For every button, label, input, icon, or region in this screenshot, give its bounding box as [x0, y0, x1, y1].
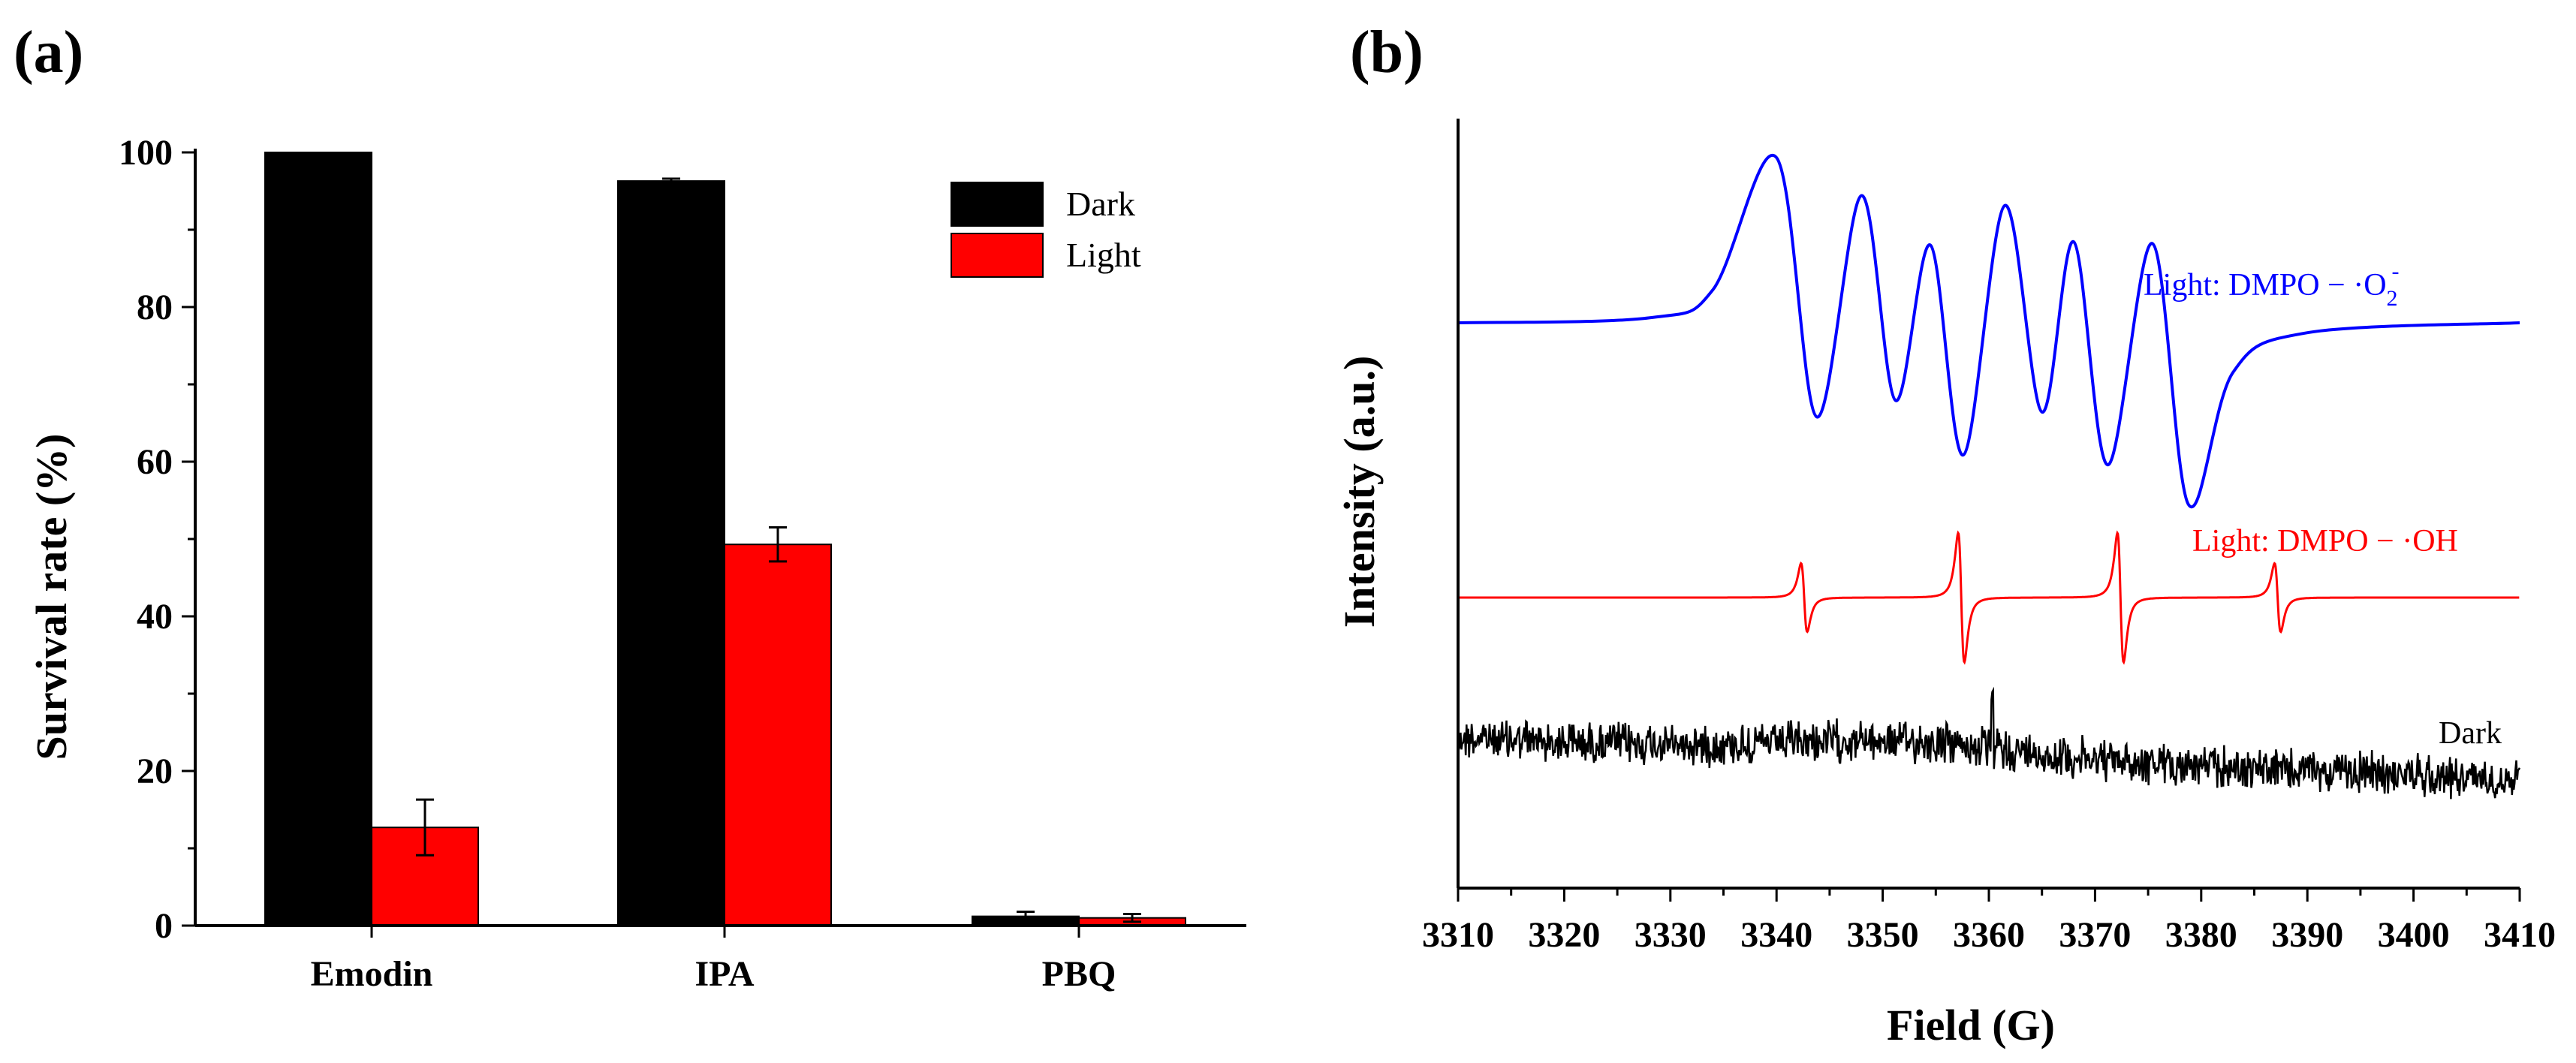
x-tick-label-b: 3350 — [1847, 915, 1919, 955]
x-tick-label-b: 3360 — [1953, 915, 2025, 955]
legend-swatch-dark — [951, 182, 1044, 227]
y-axis-title: Survival rate (%) — [27, 434, 76, 760]
y-axis-title-b: Intensity (a.u.) — [1335, 356, 1384, 628]
trace-dmpo-oh — [1458, 530, 2520, 665]
category-label: Emodin — [311, 954, 433, 994]
category-label: PBQ — [1042, 954, 1116, 994]
label-dmpo-oh: Light: DMPO − ·OH — [2192, 524, 2458, 559]
legend-label-dark: Dark — [1066, 185, 1135, 223]
y-tick-label: 80 — [137, 288, 173, 327]
x-tick-label-b: 3320 — [1528, 915, 1600, 955]
x-tick-label-b: 3400 — [2378, 915, 2450, 955]
bar-light-ipa — [724, 544, 832, 927]
x-axis-title-b: Field (G) — [1887, 1001, 2055, 1049]
trace-dark — [1457, 686, 2521, 800]
panel-a-bar-chart: (a) 0 20 40 60 80 100 Emodin IPA PBQ Survival ra… — [14, 20, 1246, 994]
panel-b-label: (b) — [1350, 20, 1424, 86]
x-tick-label-b: 3340 — [1740, 915, 1812, 955]
legend-swatch-light — [951, 233, 1044, 278]
legend: Dark Light — [951, 182, 1141, 278]
y-tick-label: 20 — [137, 751, 173, 791]
y-tick-label: 60 — [137, 442, 173, 482]
x-tick-label-b: 3330 — [1634, 915, 1707, 955]
label-dmpo-o2: Light: DMPO − ·O2- — [2144, 259, 2400, 311]
legend-label-light: Light — [1066, 236, 1141, 274]
label-dark: Dark — [2439, 716, 2502, 751]
y-tick-label: 40 — [137, 597, 173, 637]
x-tick-label-b: 3390 — [2271, 915, 2343, 955]
x-tick-label-b: 3370 — [2059, 915, 2131, 955]
y-tick-label: 100 — [119, 133, 173, 173]
panel-a-label: (a) — [14, 20, 83, 86]
y-tick-label: 0 — [155, 906, 173, 946]
panel-b-epr-spectra: (b) 3310 3320 3330 3340 3350 3360 3370 3380 3390… — [1335, 20, 2556, 1049]
bar-dark-ipa — [617, 180, 725, 927]
x-tick-label-b: 3310 — [1422, 915, 1494, 955]
x-tick-label-b: 3380 — [2165, 915, 2237, 955]
x-tick-label-b: 3410 — [2484, 915, 2556, 955]
trace-dmpo-o2 — [1457, 153, 2520, 509]
bar-dark-emodin — [264, 152, 372, 926]
category-label: IPA — [694, 954, 754, 994]
